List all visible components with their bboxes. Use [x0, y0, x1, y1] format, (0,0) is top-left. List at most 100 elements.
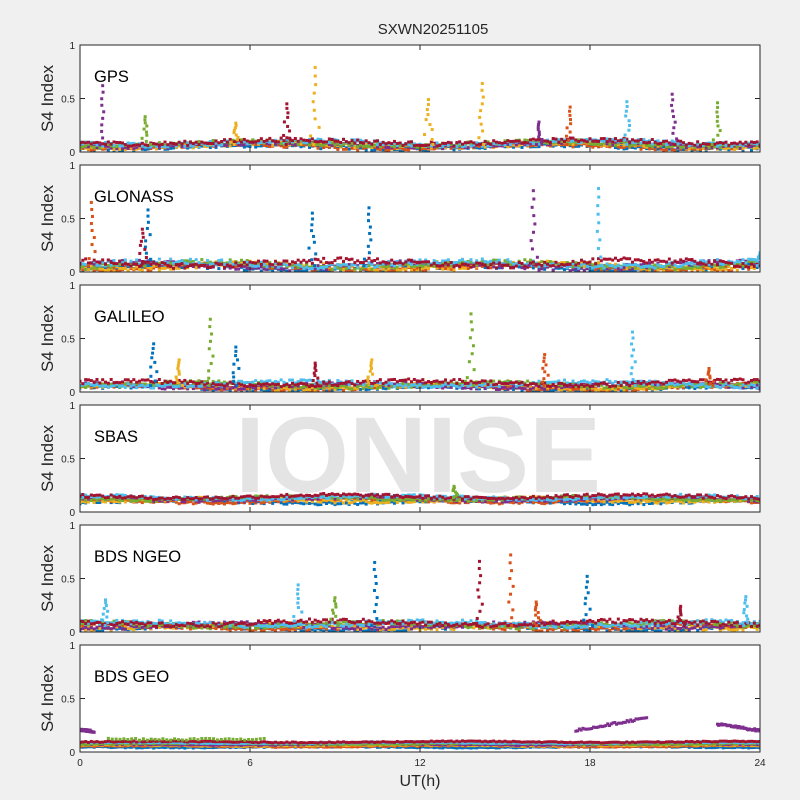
data-point: [189, 140, 192, 144]
data-point: [234, 265, 238, 269]
data-point: [121, 148, 124, 152]
data-point: [381, 262, 385, 266]
data-point: [155, 144, 158, 148]
data-point: [157, 382, 161, 386]
data-point: [669, 143, 673, 147]
data-point: [245, 268, 249, 272]
data-point: [121, 259, 124, 263]
data-point: [262, 259, 266, 263]
data-point: [738, 140, 742, 144]
data-point: [123, 262, 127, 266]
data-point: [540, 267, 544, 271]
data-point: [633, 269, 637, 272]
data-point: [245, 259, 249, 263]
data-point: [682, 384, 685, 388]
data-point: [296, 258, 300, 262]
data-point: [540, 386, 544, 390]
data-point: [735, 261, 739, 265]
data-point: [452, 144, 456, 148]
data-point: [410, 258, 413, 262]
data-point: [312, 143, 316, 147]
data-point: [750, 257, 753, 261]
data-point: [367, 206, 371, 210]
data-point: [594, 268, 598, 272]
data-point: [602, 389, 606, 392]
data-point: [367, 144, 371, 148]
data-point: [123, 146, 127, 150]
data-point: [299, 142, 303, 146]
data-point: [631, 264, 634, 268]
data-point: [412, 142, 416, 146]
data-point: [327, 141, 331, 145]
data-point: [582, 262, 586, 266]
data-point: [495, 387, 498, 391]
data-point: [225, 387, 229, 391]
data-point: [577, 139, 581, 143]
data-point: [565, 262, 569, 266]
data-point: [291, 378, 294, 382]
data-point: [730, 267, 734, 271]
data-point: [194, 140, 198, 144]
data-point: [308, 141, 311, 145]
data-point: [322, 269, 326, 272]
data-point: [271, 389, 275, 392]
data-point: [401, 380, 405, 384]
data-point: [611, 143, 615, 147]
data-point: [84, 382, 88, 386]
data-point: [112, 143, 116, 147]
data-point: [342, 259, 345, 263]
data-point: [121, 267, 124, 271]
data-point: [699, 265, 702, 269]
data-point: [390, 269, 394, 272]
data-point: [611, 264, 615, 268]
data-point: [313, 388, 317, 392]
data-point: [220, 258, 224, 262]
data-point: [696, 140, 700, 144]
data-point: [597, 384, 600, 388]
data-point: [330, 388, 334, 392]
data-point: [648, 147, 651, 151]
data-point: [166, 385, 170, 389]
data-point: [129, 267, 133, 271]
data-point: [642, 260, 646, 264]
data-point: [126, 144, 130, 148]
data-point: [92, 260, 96, 264]
data-point: [506, 263, 510, 267]
data-point: [605, 267, 609, 271]
y-axis-label: S4 Index: [38, 64, 57, 132]
data-point: [565, 266, 569, 270]
data-point: [203, 380, 207, 384]
data-point: [268, 264, 272, 268]
data-point: [401, 147, 405, 151]
data-point: [361, 383, 365, 387]
data-point: [531, 189, 535, 193]
data-point: [330, 137, 334, 141]
data-point: [497, 258, 501, 262]
data-point: [684, 146, 688, 150]
data-point: [426, 113, 430, 117]
data-point: [89, 265, 93, 269]
data-point: [370, 144, 374, 148]
panel-label: GLONASS: [94, 188, 174, 206]
data-point: [109, 260, 113, 264]
data-point: [537, 135, 541, 139]
data-point: [95, 383, 99, 387]
data-point: [489, 266, 493, 270]
data-point: [373, 265, 377, 269]
data-point: [245, 263, 249, 267]
data-point: [146, 384, 150, 388]
data-point: [563, 261, 566, 265]
data-point: [489, 259, 493, 263]
data-point: [146, 214, 150, 218]
data-point: [670, 383, 674, 387]
data-point: [608, 269, 612, 272]
data-point: [197, 143, 201, 147]
data-point: [577, 144, 581, 148]
data-point: [478, 142, 481, 146]
data-point: [342, 262, 345, 266]
data-point: [166, 143, 170, 147]
data-point: [421, 144, 425, 148]
data-point: [670, 139, 674, 143]
data-point: [718, 143, 722, 147]
